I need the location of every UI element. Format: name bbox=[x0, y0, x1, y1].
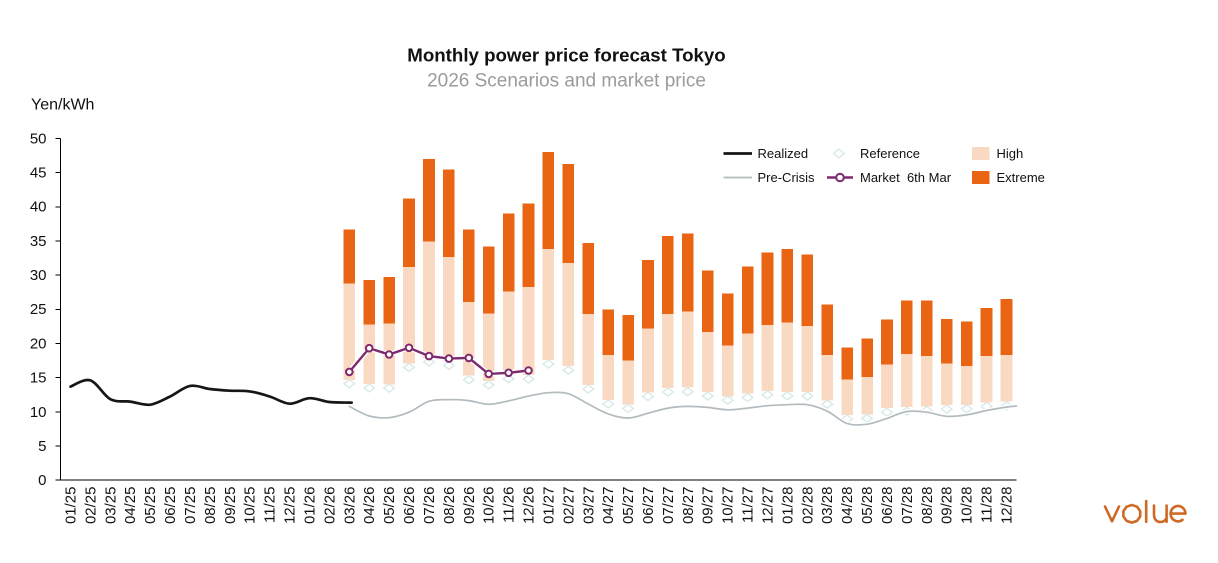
svg-text:Realized: Realized bbox=[758, 146, 809, 161]
svg-text:02/25: 02/25 bbox=[82, 487, 99, 525]
svg-text:02/26: 02/26 bbox=[321, 487, 338, 525]
svg-text:10/25: 10/25 bbox=[242, 487, 259, 525]
svg-text:08/27: 08/27 bbox=[680, 487, 697, 525]
svg-text:04/28: 04/28 bbox=[839, 487, 856, 525]
svg-text:10/27: 10/27 bbox=[720, 487, 737, 525]
svg-text:10: 10 bbox=[30, 404, 47, 421]
svg-text:08/26: 08/26 bbox=[441, 487, 458, 525]
svg-text:Market 6th Mar: Market 6th Mar bbox=[860, 170, 952, 185]
svg-text:5: 5 bbox=[38, 438, 46, 455]
svg-text:12/25: 12/25 bbox=[282, 487, 299, 525]
svg-text:Pre-Crisis: Pre-Crisis bbox=[758, 170, 816, 185]
svg-text:04/25: 04/25 bbox=[122, 487, 139, 525]
svg-text:Reference: Reference bbox=[860, 146, 920, 161]
svg-text:01/28: 01/28 bbox=[779, 487, 796, 525]
svg-text:06/25: 06/25 bbox=[162, 487, 179, 525]
svg-text:45: 45 bbox=[30, 165, 47, 182]
svg-text:50: 50 bbox=[30, 130, 47, 147]
svg-text:11/28: 11/28 bbox=[979, 487, 996, 523]
svg-text:06/26: 06/26 bbox=[401, 487, 418, 525]
svg-text:10/26: 10/26 bbox=[481, 487, 498, 525]
svg-text:25: 25 bbox=[30, 301, 47, 318]
svg-text:05/26: 05/26 bbox=[381, 487, 398, 525]
svg-text:11/27: 11/27 bbox=[740, 487, 757, 523]
svg-text:01/26: 01/26 bbox=[302, 487, 319, 525]
svg-text:04/27: 04/27 bbox=[600, 487, 617, 525]
svg-text:2026 Scenarios and market pric: 2026 Scenarios and market price bbox=[427, 70, 706, 91]
svg-text:04/26: 04/26 bbox=[361, 487, 378, 525]
svg-text:High: High bbox=[997, 146, 1024, 161]
svg-text:09/28: 09/28 bbox=[939, 487, 956, 525]
svg-text:06/27: 06/27 bbox=[640, 487, 657, 525]
svg-text:05/28: 05/28 bbox=[859, 487, 876, 525]
svg-text:30: 30 bbox=[30, 267, 47, 284]
svg-text:02/28: 02/28 bbox=[799, 487, 816, 525]
svg-text:Extreme: Extreme bbox=[997, 170, 1045, 185]
svg-text:Yen/kWh: Yen/kWh bbox=[31, 97, 94, 114]
svg-text:Monthly power price forecast T: Monthly power price forecast Tokyo bbox=[407, 44, 725, 65]
svg-text:09/26: 09/26 bbox=[461, 487, 478, 525]
svg-text:10/28: 10/28 bbox=[959, 487, 976, 525]
svg-text:03/27: 03/27 bbox=[580, 487, 597, 525]
svg-text:01/27: 01/27 bbox=[540, 487, 557, 525]
svg-text:03/28: 03/28 bbox=[819, 487, 836, 525]
svg-text:11/26: 11/26 bbox=[501, 487, 518, 523]
svg-text:40: 40 bbox=[30, 199, 47, 216]
svg-text:11/25: 11/25 bbox=[262, 487, 279, 523]
svg-text:06/28: 06/28 bbox=[879, 487, 896, 525]
svg-text:35: 35 bbox=[30, 233, 47, 250]
svg-text:05/27: 05/27 bbox=[620, 487, 637, 525]
svg-text:12/28: 12/28 bbox=[999, 487, 1016, 525]
svg-text:15: 15 bbox=[30, 370, 47, 387]
svg-text:01/25: 01/25 bbox=[63, 487, 80, 525]
svg-text:08/28: 08/28 bbox=[919, 487, 936, 525]
svg-text:08/25: 08/25 bbox=[202, 487, 219, 525]
svg-text:07/28: 07/28 bbox=[899, 487, 916, 525]
svg-text:12/26: 12/26 bbox=[521, 487, 538, 525]
svg-text:0: 0 bbox=[38, 472, 46, 489]
svg-text:07/25: 07/25 bbox=[182, 487, 199, 525]
svg-text:20: 20 bbox=[30, 335, 47, 352]
svg-text:09/27: 09/27 bbox=[700, 487, 717, 525]
svg-text:09/25: 09/25 bbox=[222, 487, 239, 525]
svg-text:03/25: 03/25 bbox=[102, 487, 119, 525]
svg-text:07/26: 07/26 bbox=[421, 487, 438, 525]
svg-text:12/27: 12/27 bbox=[760, 487, 777, 525]
svg-text:02/27: 02/27 bbox=[560, 487, 577, 525]
svg-text:07/27: 07/27 bbox=[660, 487, 677, 525]
svg-text:05/25: 05/25 bbox=[142, 487, 159, 525]
svg-text:03/26: 03/26 bbox=[341, 487, 358, 525]
